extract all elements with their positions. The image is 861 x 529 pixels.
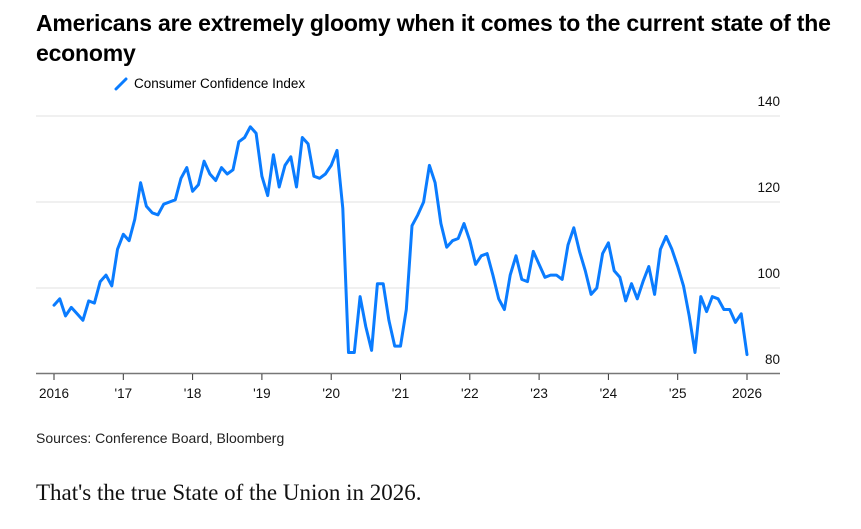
legend: Consumer Confidence Index bbox=[114, 76, 305, 91]
x-tick-label: '17 bbox=[115, 386, 133, 401]
y-tick-label: 120 bbox=[757, 180, 780, 195]
x-tick-label: '25 bbox=[669, 386, 687, 401]
y-tick-label: 100 bbox=[757, 266, 780, 281]
x-tick-label: '23 bbox=[530, 386, 548, 401]
source-note: Sources: Conference Board, Bloomberg bbox=[36, 430, 285, 446]
y-tick-label: 80 bbox=[765, 352, 780, 367]
x-tick-label: '21 bbox=[392, 386, 410, 401]
legend-line-icon bbox=[114, 77, 128, 90]
legend-label: Consumer Confidence Index bbox=[134, 76, 306, 91]
y-tick-label: 140 bbox=[757, 94, 780, 109]
caption-text: That's the true State of the Union in 20… bbox=[36, 480, 422, 505]
x-tick-label: '22 bbox=[461, 386, 479, 401]
x-tick-label: 2026 bbox=[732, 386, 762, 401]
series-line-consumer-confidence bbox=[52, 125, 749, 357]
x-tick-label: '24 bbox=[600, 386, 618, 401]
chart-title: Americans are extremely gloomy when it c… bbox=[36, 10, 831, 66]
x-tick-label: '19 bbox=[253, 386, 271, 401]
x-tick-label: '20 bbox=[322, 386, 340, 401]
x-tick-label: 2016 bbox=[39, 386, 69, 401]
x-tick-label: '18 bbox=[184, 386, 202, 401]
